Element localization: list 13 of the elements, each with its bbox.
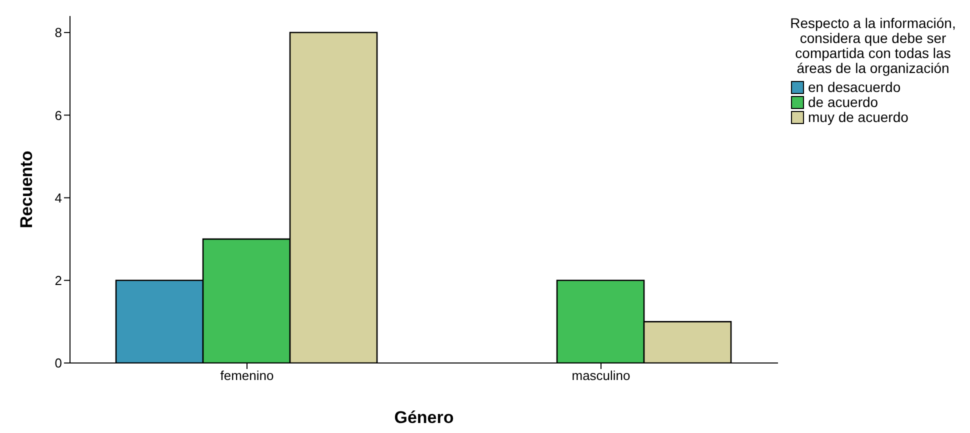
y-tick-label: 6 (54, 108, 62, 123)
legend-label: en desacuerdo (808, 79, 901, 95)
y-tick-label: 2 (54, 272, 62, 288)
y-axis-title: Recuento (17, 150, 36, 228)
x-tick-label: masculino (572, 368, 630, 384)
legend-title: Respecto a la información, considera que debe ser compartida con todas las áreas de la organización (789, 15, 957, 76)
x-tick-label: femenino (220, 368, 274, 384)
legend-label: muy de acuerdo (808, 109, 908, 125)
y-tick-label: 0 (54, 356, 62, 371)
y-tick-label: 8 (54, 25, 62, 40)
y-tick-label: 4 (54, 190, 62, 206)
x-axis-title: Género (394, 408, 454, 427)
legend-label: de acuerdo (808, 94, 878, 110)
